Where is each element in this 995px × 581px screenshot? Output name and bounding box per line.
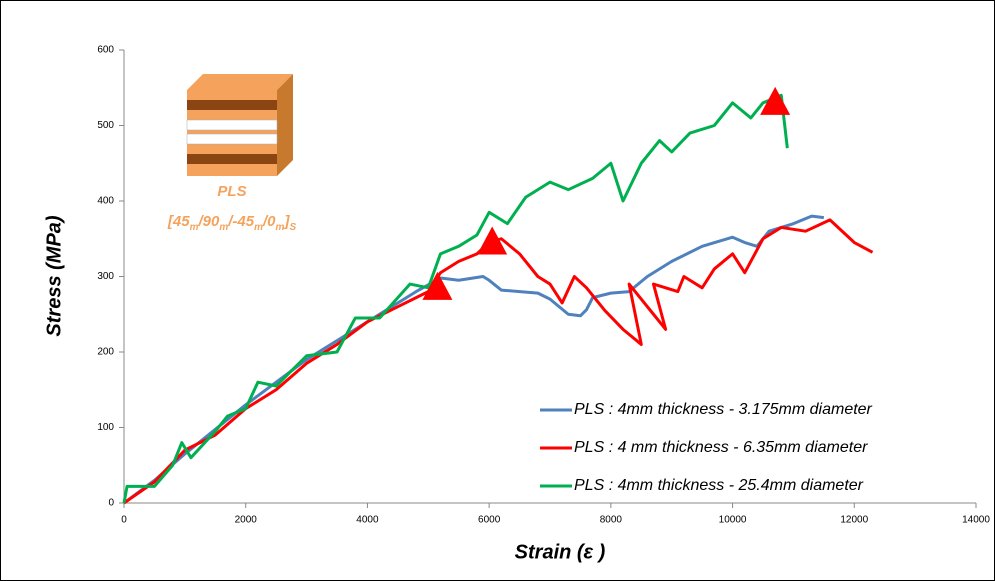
layup-part: [45: [167, 213, 190, 230]
x-tick-label: 6000: [478, 515, 501, 526]
x-axis-label: Strain (ε ): [515, 541, 606, 563]
legend-label: PLS : 4mm thickness - 3.175mm diameter: [574, 401, 873, 418]
x-tick-label: 4000: [356, 515, 379, 526]
y-tick-label: 0: [108, 498, 114, 509]
laminate-icon: [186, 74, 293, 176]
legend-label: PLS : 4mm thickness - 25.4mm diameter: [574, 477, 864, 494]
failure-marker: [477, 226, 508, 255]
failure-marker: [422, 271, 453, 300]
series-line: [123, 218, 874, 505]
x-tick-label: 12000: [840, 515, 868, 526]
layup-part: /0: [262, 213, 276, 230]
x-tick-label: 14000: [962, 515, 990, 526]
y-tick-label: 500: [97, 120, 114, 131]
layup-part: m: [254, 222, 263, 233]
x-tick-label: 2000: [235, 515, 258, 526]
y-tick-label: 200: [97, 347, 114, 358]
y-tick-label: 100: [97, 422, 114, 433]
y-tick-label: 600: [97, 45, 114, 56]
layup-part: /90: [197, 213, 220, 230]
x-tick-label: 10000: [719, 515, 747, 526]
layup-part: ]: [282, 213, 290, 230]
y-tick-label: 300: [97, 271, 114, 282]
failure-marker: [760, 86, 791, 115]
layup-part: m: [276, 222, 285, 233]
series-line: [122, 93, 789, 504]
y-axis-label: Stress (MPa): [43, 215, 65, 336]
layup-part: S: [289, 222, 296, 233]
layup-part: m: [219, 222, 228, 233]
layup-part: m: [190, 222, 199, 233]
layup-part: /-45: [227, 213, 255, 230]
x-tick-label: 8000: [600, 515, 623, 526]
inset-label: PLS: [217, 183, 246, 200]
y-tick-label: 400: [97, 196, 114, 207]
inset-layup: [45m/90m/-45m/0m]S: [167, 213, 297, 233]
legend-label: PLS : 4 mm thickness - 6.35mm diameter: [574, 439, 868, 456]
x-tick-label: 0: [121, 515, 127, 526]
